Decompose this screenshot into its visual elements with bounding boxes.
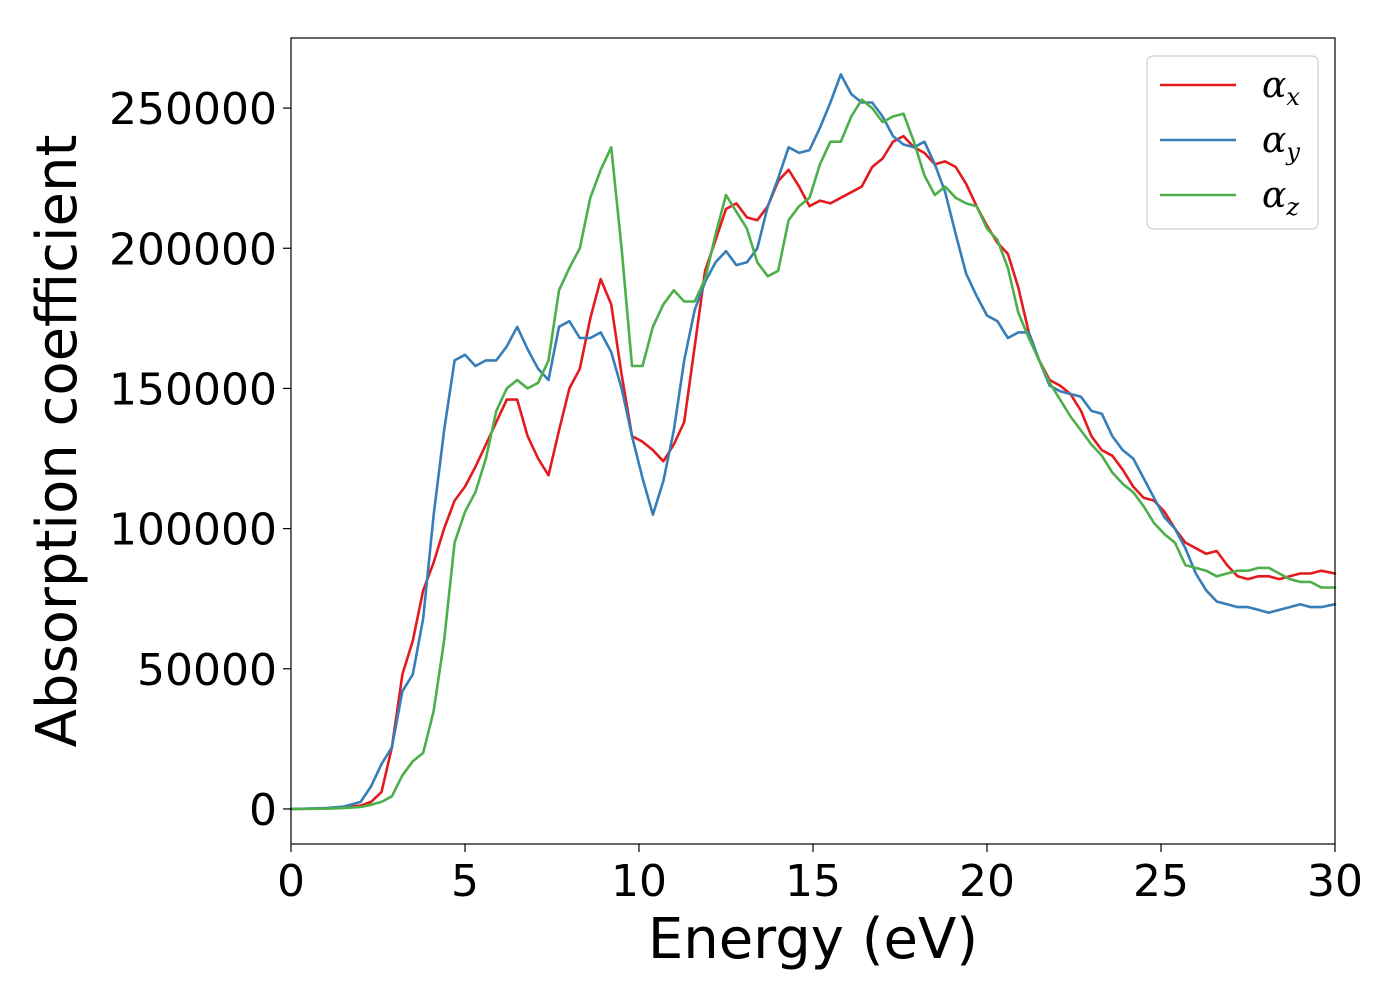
y-tick-label: 100000 <box>109 505 277 556</box>
series-line-z <box>289 98 1337 811</box>
legend: αx αy αz <box>1146 55 1319 230</box>
y-axis-title: Absorption coefficient <box>25 135 90 748</box>
series-layer <box>289 73 1337 811</box>
y-tick-label: 200000 <box>109 224 277 275</box>
x-axis-title: Energy (eV) <box>648 907 978 972</box>
x-tick-label: 0 <box>277 856 305 907</box>
x-tick-label: 10 <box>611 856 667 907</box>
y-tick-label: 150000 <box>109 364 277 415</box>
x-axis: 0 5 10 15 20 25 30 <box>277 844 1363 907</box>
y-tick-label: 0 <box>249 785 277 836</box>
x-tick-label: 15 <box>785 856 841 907</box>
x-tick-label: 30 <box>1307 856 1363 907</box>
y-axis: 0 50000 100000 150000 200000 250000 <box>109 84 291 836</box>
y-tick-label: 250000 <box>109 84 277 135</box>
legend-label-x: αx <box>1262 65 1300 111</box>
x-tick-label: 20 <box>959 856 1015 907</box>
series-line-x <box>289 134 1337 811</box>
legend-label-z: αz <box>1262 175 1299 221</box>
series-line-y <box>289 73 1337 811</box>
legend-label-y: αy <box>1262 120 1300 166</box>
y-tick-label: 50000 <box>137 645 277 696</box>
x-tick-label: 5 <box>451 856 479 907</box>
x-tick-label: 25 <box>1133 856 1189 907</box>
legend-box <box>1146 55 1319 230</box>
